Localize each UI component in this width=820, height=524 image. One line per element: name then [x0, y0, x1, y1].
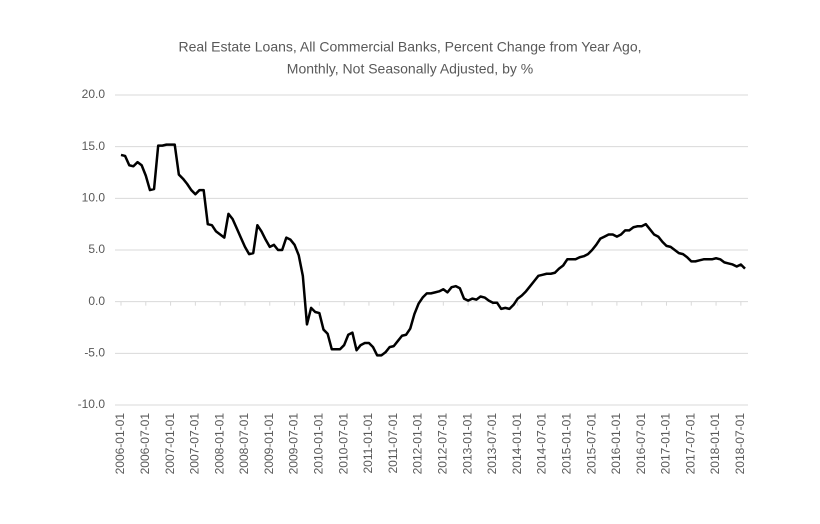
x-tick-label: 2018-01-01 [708, 413, 722, 475]
x-tick-label: 2018-07-01 [733, 413, 747, 475]
x-tick-label: 2015-01-01 [559, 413, 573, 475]
chart-title: Real Estate Loans, All Commercial Banks,… [178, 39, 641, 55]
x-tick-label: 2017-01-01 [659, 413, 673, 475]
x-tick-label: 2011-07-01 [386, 413, 400, 474]
x-tick-label: 2010-01-01 [312, 413, 326, 475]
x-tick-label: 2009-01-01 [262, 413, 276, 475]
y-tick-label: 15.0 [82, 139, 106, 153]
y-tick-label: 10.0 [82, 191, 106, 205]
y-tick-label: 5.0 [88, 242, 105, 256]
x-tick-label: 2013-07-01 [485, 413, 499, 475]
x-tick-label: 2007-01-01 [163, 413, 177, 475]
y-tick-label: -5.0 [84, 346, 105, 360]
chart-title: Monthly, Not Seasonally Adjusted, by % [287, 61, 533, 77]
x-tick-label: 2011-01-01 [361, 413, 375, 474]
x-tick-label: 2016-07-01 [634, 413, 648, 475]
x-tick-label: 2012-01-01 [411, 413, 425, 475]
y-tick-label: 20.0 [82, 87, 106, 101]
x-tick-label: 2013-01-01 [460, 413, 474, 475]
x-tick-label: 2014-01-01 [510, 413, 524, 475]
x-tick-label: 2008-07-01 [237, 413, 251, 475]
x-tick-label: 2006-01-01 [113, 413, 127, 475]
x-tick-label: 2009-07-01 [287, 413, 301, 475]
x-tick-label: 2010-07-01 [336, 413, 350, 475]
data-line [120, 143, 746, 357]
x-tick-label: 2006-07-01 [138, 413, 152, 475]
x-tick-label: 2014-07-01 [535, 413, 549, 475]
x-tick-label: 2008-01-01 [212, 413, 226, 475]
x-tick-label: 2017-07-01 [683, 413, 697, 475]
x-tick-label: 2012-07-01 [436, 413, 450, 475]
x-tick-label: 2007-07-01 [188, 413, 202, 475]
x-tick-label: 2016-01-01 [609, 413, 623, 475]
x-tick-label: 2015-07-01 [584, 413, 598, 475]
y-tick-label: 0.0 [88, 294, 105, 308]
y-tick-label: -10.0 [78, 397, 106, 411]
